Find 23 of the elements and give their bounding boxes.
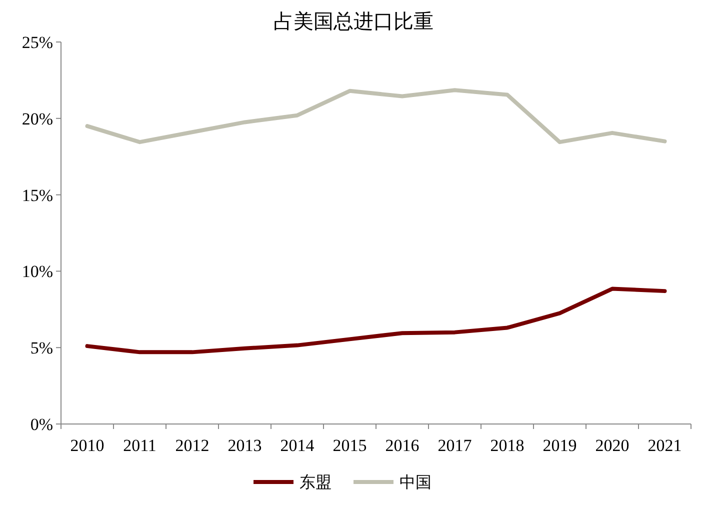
x-tick-label: 2017: [438, 436, 472, 455]
x-tick-label: 2013: [228, 436, 262, 455]
x-tick-label: 2015: [332, 436, 367, 455]
x-tick-label: 2011: [123, 436, 156, 455]
x-tick-label: 2014: [280, 436, 315, 455]
x-tick-label: 2010: [70, 436, 104, 455]
x-tick-label: 2021: [648, 436, 682, 455]
chart-title: 占美国总进口比重: [274, 10, 434, 33]
line-series: [85, 88, 667, 144]
x-tick-label: 2019: [542, 436, 577, 455]
legend-label: 中国: [400, 474, 432, 492]
y-tick-label: 25%: [22, 32, 53, 52]
y-tick-label: 10%: [22, 262, 53, 282]
legend-label: 东盟: [300, 474, 332, 492]
x-tick-label: 2018: [490, 436, 524, 455]
x-tick-label: 2012: [175, 436, 210, 455]
y-tick-label: 15%: [22, 186, 53, 205]
y-tick-label: 5%: [30, 338, 53, 358]
line-series: [85, 286, 667, 354]
x-tick-label: 2020: [595, 436, 630, 455]
y-tick-label: 0%: [30, 414, 53, 434]
y-tick-label: 20%: [22, 109, 53, 128]
x-tick-label: 2016: [385, 436, 420, 455]
